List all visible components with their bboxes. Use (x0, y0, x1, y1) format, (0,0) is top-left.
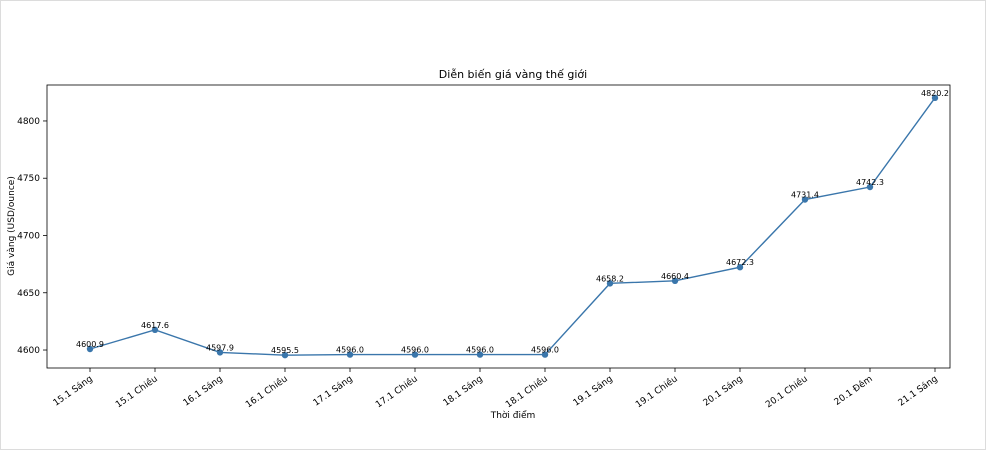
x-tick-label: 17.1 Chiều (374, 373, 420, 410)
y-tick-label: 4700 (17, 231, 40, 241)
data-value-label: 4595.5 (271, 346, 299, 355)
x-axis: 15.1 Sáng 15.1 Chiều 16.1 Sáng 16.1 Chiều 17… (52, 368, 940, 410)
data-point (541, 351, 549, 358)
data-point (736, 264, 744, 271)
data-value-label: 4596.0 (531, 346, 559, 355)
data-point (801, 196, 809, 203)
x-tick-label: 20.1 Đêm (832, 373, 875, 407)
x-tick-label: 16.1 Chiều (244, 373, 290, 410)
x-tick-label: 18.1 Chiều (504, 373, 550, 410)
data-value-label: 4596.0 (401, 346, 429, 355)
data-point (411, 351, 419, 358)
x-tick-label: 21.1 Sáng (897, 374, 940, 408)
y-axis: 4600 4650 4700 4750 4800 (17, 117, 47, 356)
data-value-label: 4617.6 (141, 321, 169, 330)
data-point (281, 351, 289, 359)
y-tick-label: 4600 (17, 346, 40, 356)
x-tick-label: 19.1 Chiều (634, 373, 680, 410)
data-point (151, 326, 159, 334)
x-axis-label: Thời điểm (490, 410, 536, 421)
x-tick-label: 19.1 Sáng (572, 374, 615, 408)
y-tick-label: 4800 (17, 117, 40, 127)
data-value-label: 4597.9 (206, 343, 234, 352)
data-value-label: 4820.2 (921, 89, 949, 98)
data-point (606, 280, 614, 287)
data-value-label: 4660.4 (661, 272, 689, 281)
data-point (866, 183, 874, 191)
chart-title: Diễn biến giá vàng thế giới (439, 68, 587, 81)
y-tick-label: 4650 (17, 289, 40, 299)
series-line (89, 97, 936, 356)
data-value-label: 4742.3 (856, 178, 884, 187)
data-point (931, 94, 939, 102)
data-point (86, 345, 94, 353)
x-tick-label: 17.1 Sáng (312, 374, 355, 408)
x-tick-label: 15.1 Sáng (52, 374, 95, 408)
x-tick-label: 20.1 Sáng (702, 374, 745, 408)
data-markers (86, 94, 939, 359)
data-labels: 4600.9 4617.6 4597.9 4595.5 4596.0 4596.0 4596… (76, 89, 949, 355)
plot-area (46, 84, 951, 369)
y-axis-label: Giá vàng (USD/ounce) (7, 176, 17, 276)
data-value-label: 4596.0 (336, 346, 364, 355)
x-tick-label: 16.1 Sáng (182, 374, 225, 408)
data-point (671, 277, 679, 285)
data-point (476, 351, 484, 358)
x-tick-label: 18.1 Sáng (442, 374, 485, 408)
y-tick-label: 4750 (17, 174, 40, 184)
x-tick-label: 20.1 Chiều (764, 373, 810, 410)
data-value-label: 4596.0 (466, 346, 494, 355)
data-point (216, 349, 224, 356)
data-value-label: 4600.9 (76, 340, 104, 349)
data-value-label: 4672.3 (726, 258, 754, 267)
x-tick-label: 15.1 Chiều (114, 373, 160, 410)
data-value-label: 4731.4 (791, 191, 819, 200)
data-value-label: 4658.2 (596, 274, 624, 283)
data-point (346, 351, 354, 358)
